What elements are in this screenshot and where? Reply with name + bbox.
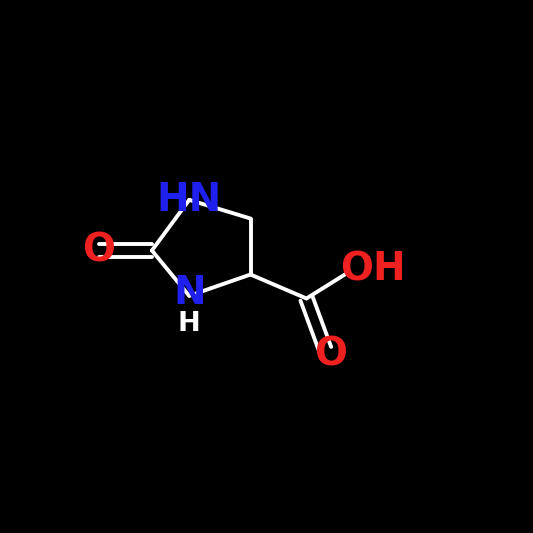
Text: O: O — [82, 231, 115, 270]
Text: N: N — [173, 274, 206, 312]
Text: OH: OH — [340, 250, 406, 288]
Text: O: O — [314, 335, 347, 374]
Text: H: H — [178, 311, 200, 336]
Text: HN: HN — [157, 181, 222, 219]
